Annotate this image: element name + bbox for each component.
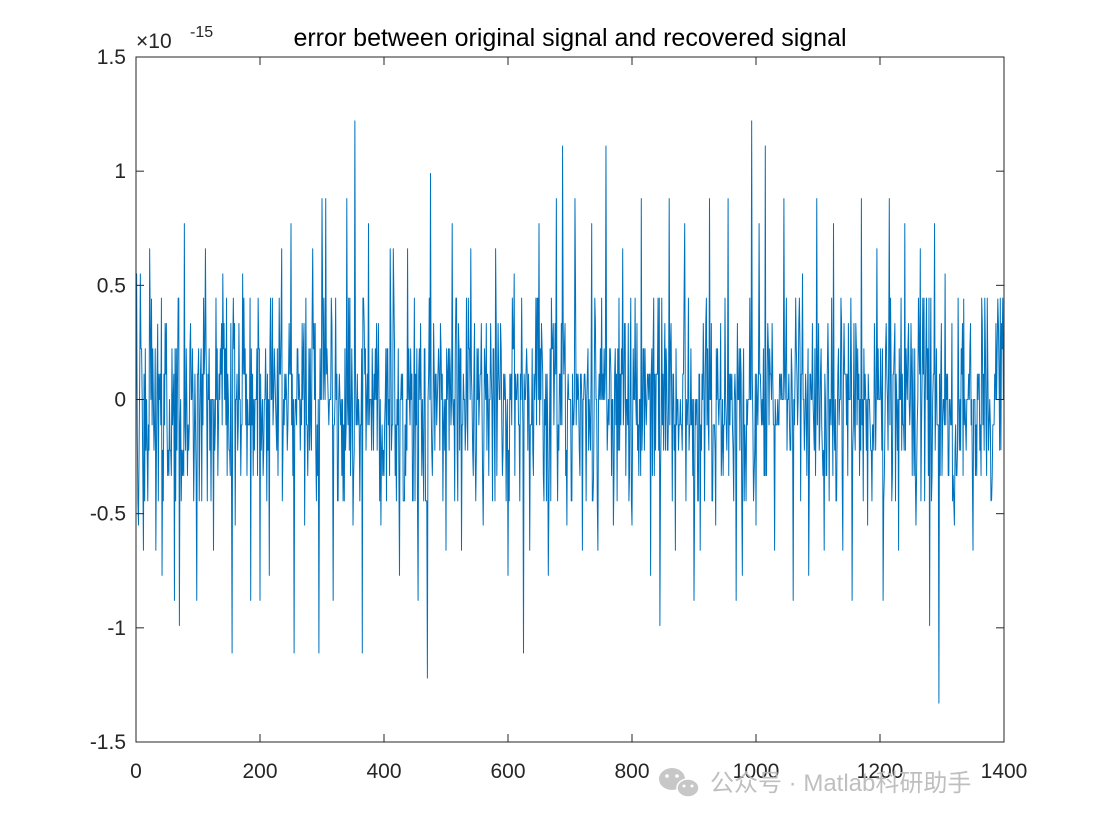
x-tick-label: 0 [130, 760, 142, 783]
y-tick-label: 1 [114, 160, 126, 183]
watermark: 公众号 · Matlab科研助手 [659, 768, 971, 798]
y-tick-label: 1.5 [97, 46, 126, 69]
series-line [135, 120, 1004, 704]
x-tick-label: 400 [366, 760, 401, 783]
series-layer [135, 120, 1004, 704]
y-tick-label: -1 [107, 617, 126, 640]
y-tick-label: 0 [114, 389, 126, 412]
y-tick-label: 0.5 [97, 274, 126, 297]
y-tick-label: -1.5 [90, 731, 126, 754]
x-tick-label: 800 [614, 760, 649, 783]
tick-layer [135, 56, 1005, 743]
x-tick-label: 1400 [981, 760, 1028, 783]
chart-title: error between original signal and recove… [293, 24, 846, 52]
x-tick-label: 200 [242, 760, 277, 783]
x-tick-label: 1000 [733, 760, 780, 783]
y-exponent-base: ×10 [136, 30, 172, 53]
y-exponent-power: -15 [190, 24, 213, 41]
y-tick-label: -0.5 [90, 503, 126, 526]
x-tick-label: 600 [490, 760, 525, 783]
label-layer: 0 200 400 600 800 1000 1200 1400 -1.5 -1 -0.5 0 0.5 1… [90, 46, 1028, 783]
watermark-text: 公众号 · Matlab科研助手 [710, 770, 971, 797]
x-tick-label: 1200 [857, 760, 904, 783]
wechat-icon [659, 768, 700, 798]
